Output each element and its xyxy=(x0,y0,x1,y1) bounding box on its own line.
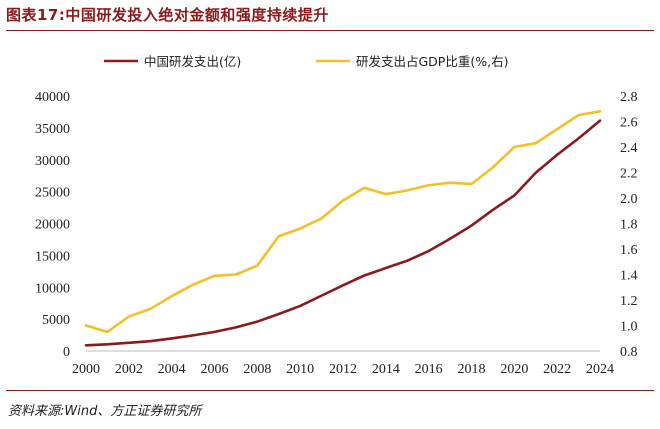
y-right-tick-label: 1.6 xyxy=(620,243,638,258)
x-tick-label: 2000 xyxy=(72,362,100,377)
y-left-tick-label: 40000 xyxy=(35,90,70,105)
source-rule xyxy=(6,390,654,391)
figure-title: 图表17:中国研发投入绝对金额和强度持续提升 xyxy=(6,6,329,24)
y-left-tick-label: 0 xyxy=(63,345,70,360)
axes-group: 2000 2002 2004 2006 2008 2010 2012 2014 2016 2018… xyxy=(35,90,638,377)
y-right-tick-label: 2.2 xyxy=(620,167,638,182)
series-rd-spending-line xyxy=(84,119,602,347)
y-left-tick-label: 15000 xyxy=(35,249,70,264)
x-tick-label: 2012 xyxy=(329,362,357,377)
y-right-tick-label: 1.0 xyxy=(620,320,638,335)
y-right-tick-label: 2.4 xyxy=(620,141,638,156)
y-right-tick-label: 2.0 xyxy=(620,192,638,207)
y-right-tick-label: 2.8 xyxy=(620,90,638,105)
legend: 中国研发支出(亿) 研发支出占GDP比重(%,右) xyxy=(104,54,508,69)
x-tick-label: 2018 xyxy=(458,362,486,377)
title-rule xyxy=(6,30,654,31)
x-tick-label: 2008 xyxy=(243,362,271,377)
x-tick-label: 2004 xyxy=(158,362,186,377)
y-right-tick-label: 1.2 xyxy=(620,294,638,309)
series-lines xyxy=(84,110,602,347)
y-left-tick-label: 5000 xyxy=(42,313,70,328)
x-tick-label: 2022 xyxy=(543,362,571,377)
legend-label: 中国研发支出(亿) xyxy=(144,54,241,69)
y-left-tick-label: 35000 xyxy=(35,122,70,137)
y-left-tick-label: 10000 xyxy=(35,281,70,296)
x-tick-label: 2010 xyxy=(286,362,314,377)
y-right-tick-label: 2.6 xyxy=(620,116,638,131)
series-rd-gdp-ratio-line xyxy=(84,110,602,334)
legend-label: 研发支出占GDP比重(%,右) xyxy=(356,54,508,69)
y-right-tick-label: 0.8 xyxy=(620,345,638,360)
y-left-tick-label: 25000 xyxy=(35,186,70,201)
x-tick-label: 2006 xyxy=(201,362,229,377)
x-tick-label: 2024 xyxy=(586,362,614,377)
source-note: 资料来源:Wind、方正证券研究所 xyxy=(8,404,202,419)
y-left-tick-label: 20000 xyxy=(35,218,70,233)
y-right-tick-label: 1.4 xyxy=(620,269,638,284)
x-tick-label: 2014 xyxy=(372,362,400,377)
x-tick-label: 2002 xyxy=(115,362,143,377)
x-tick-label: 2020 xyxy=(500,362,528,377)
y-left-tick-label: 30000 xyxy=(35,154,70,169)
x-tick-label: 2016 xyxy=(415,362,443,377)
y-right-tick-label: 1.8 xyxy=(620,218,638,233)
